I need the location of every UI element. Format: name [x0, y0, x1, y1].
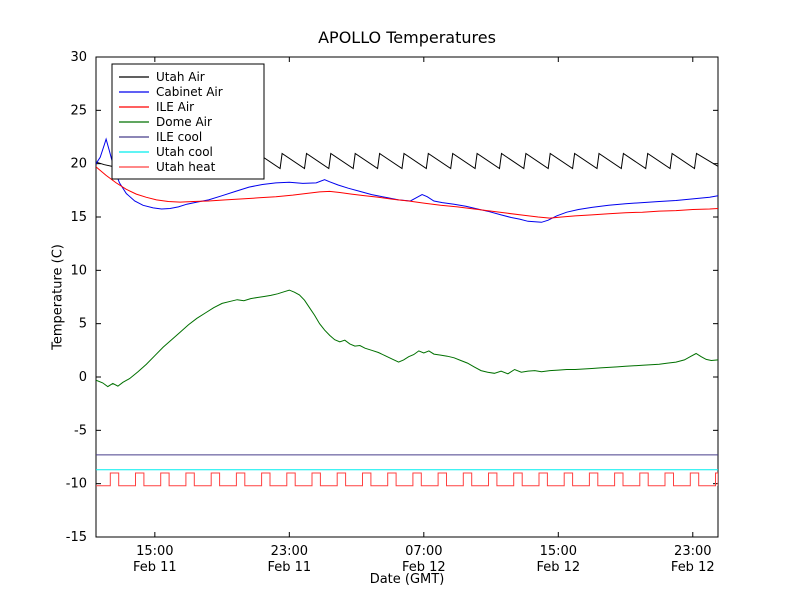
series-dome-air — [96, 289, 718, 388]
x-tick-date-label: Feb 12 — [536, 560, 580, 575]
x-tick-date-label: Feb 12 — [671, 560, 715, 575]
legend-label-ile-cool: ILE cool — [156, 130, 202, 144]
legend-label-utah-air: Utah Air — [156, 70, 205, 84]
x-axis-label: Date (GMT) — [369, 572, 445, 587]
series-utah-heat — [96, 472, 718, 487]
x-tick-time-label: 07:00 — [405, 544, 442, 559]
series-ile-air — [96, 166, 718, 219]
y-tick-label: -10 — [66, 477, 87, 492]
y-tick-label: 0 — [79, 370, 87, 385]
legend-label-utah-cool: Utah cool — [156, 145, 213, 159]
x-tick-time-label: 23:00 — [271, 544, 308, 559]
x-tick-time-label: 23:00 — [674, 544, 711, 559]
axes-frame — [95, 56, 719, 538]
y-tick-label: 10 — [70, 263, 87, 278]
x-tick-time-label: 15:00 — [540, 544, 577, 559]
y-tick-label: -15 — [66, 530, 87, 545]
x-tick-date-label: Feb 11 — [133, 560, 177, 575]
y-tick-label: 20 — [70, 157, 87, 172]
legend-label-dome-air: Dome Air — [156, 115, 212, 129]
legend-label-cabinet-air: Cabinet Air — [156, 85, 223, 99]
y-tick-label: 25 — [70, 103, 87, 118]
y-tick-label: 30 — [70, 50, 87, 65]
series-cabinet-air — [96, 137, 718, 223]
x-tick-date-label: Feb 12 — [402, 560, 446, 575]
y-tick-label: 5 — [79, 317, 87, 332]
chart-title: APOLLO Temperatures — [318, 28, 496, 47]
x-tick-date-label: Feb 11 — [267, 560, 311, 575]
y-tick-label: -5 — [74, 423, 87, 438]
legend-label-ile-air: ILE Air — [156, 100, 194, 114]
y-tick-label: 15 — [70, 210, 87, 225]
x-tick-time-label: 15:00 — [136, 544, 173, 559]
legend-label-utah-heat: Utah heat — [156, 160, 216, 174]
